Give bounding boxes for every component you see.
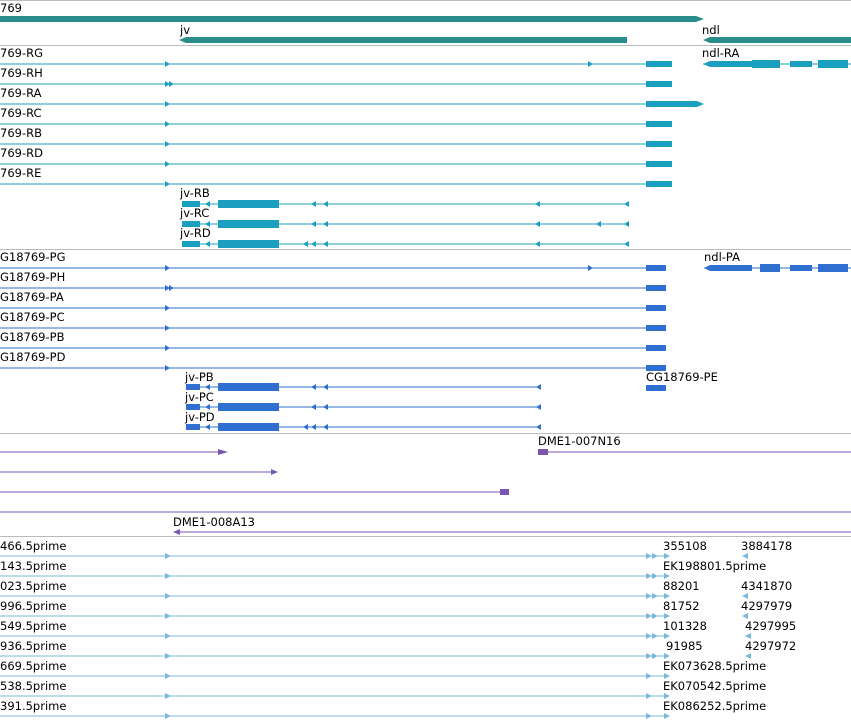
transcript-label: jv-RC: [179, 206, 209, 220]
est-label: EK198801.5prime: [663, 559, 766, 573]
gene-track: 769 jv ndl: [0, 1, 851, 43]
est-row[interactable]: 023.5prime 88201 4341870: [0, 579, 792, 599]
protein-label: G18769-PH: [0, 270, 65, 284]
est-label: 4297995: [745, 619, 796, 633]
clone-label: DME1-008A13: [173, 515, 255, 529]
est-label: EK086252.5prime: [663, 699, 766, 713]
est-row[interactable]: 669.5prime EK073628.5prime: [0, 659, 766, 679]
est-label: 4297979: [741, 599, 792, 613]
est-label: 4297972: [745, 639, 796, 653]
gene-label-769[interactable]: 769: [0, 1, 22, 15]
transcript-769-RE[interactable]: 769-RE: [0, 166, 672, 187]
protein-jv-PB[interactable]: jv-PB: [184, 370, 541, 391]
transcript-769-RG[interactable]: 769-RG: [0, 46, 672, 67]
clone-track: DME1-007N16 DME1-008A13: [0, 434, 851, 535]
gene-769-bar[interactable]: [0, 16, 696, 22]
transcript-track: 769-RG 769-RH 769-RA 769-RC 769-RB: [0, 46, 851, 248]
est-label: 101328: [663, 619, 707, 633]
est-row[interactable]: 143.5prime EK198801.5prime: [0, 559, 766, 579]
est-label: 391.5prime: [0, 699, 66, 713]
transcript-jv-RB[interactable]: jv-RB: [179, 186, 629, 208]
protein-CG18769-PE[interactable]: CG18769-PE: [646, 370, 718, 391]
est-label: 936.5prime: [0, 639, 66, 653]
protein-jv-PD[interactable]: jv-PD: [184, 410, 541, 431]
transcript-label: 769-RB: [0, 126, 42, 140]
est-label: 143.5prime: [0, 559, 66, 573]
est-row[interactable]: 391.5prime EK086252.5prime: [0, 699, 766, 719]
est-label: 81752: [663, 599, 700, 613]
est-label: 3884178: [741, 539, 792, 553]
est-label: 549.5prime: [0, 619, 66, 633]
transcript-jv-RD[interactable]: jv-RD: [179, 226, 629, 248]
gene-jv-bar[interactable]: [186, 37, 627, 43]
transcript-label: 769-RG: [0, 46, 43, 60]
transcript-label: 769-RD: [0, 146, 43, 160]
protein-G18769-PA[interactable]: G18769-PA: [0, 290, 666, 311]
transcript-ndl-RA[interactable]: ndl-RA: [702, 46, 851, 68]
protein-label: G18769-PA: [0, 290, 64, 304]
protein-track: G18769-PG G18769-PH G18769-PA G18769-PC …: [0, 250, 851, 431]
est-row[interactable]: 549.5prime 101328 4297995: [0, 619, 796, 639]
est-track: 466.5prime 355108 3884178 143.5prime EK1…: [0, 539, 796, 719]
est-label: 669.5prime: [0, 659, 66, 673]
transcript-label: jv-RB: [179, 186, 210, 200]
est-label: 88201: [663, 579, 700, 593]
transcript-769-RA[interactable]: 769-RA: [0, 86, 704, 107]
est-label: 4341870: [741, 579, 792, 593]
est-row[interactable]: 538.5prime EK070542.5prime: [0, 679, 766, 699]
protein-ndl-PA[interactable]: ndl-PA: [704, 250, 851, 272]
gene-769-arrowhead: [696, 16, 704, 22]
transcript-label: ndl-RA: [702, 46, 739, 60]
transcript-jv-RC[interactable]: jv-RC: [179, 206, 629, 228]
protein-G18769-PH[interactable]: G18769-PH: [0, 270, 666, 291]
protein-label: jv-PC: [184, 390, 214, 404]
est-label: 91985: [666, 639, 703, 653]
est-label: EK073628.5prime: [663, 659, 766, 673]
protein-G18769-PC[interactable]: G18769-PC: [0, 310, 666, 331]
transcript-769-RC[interactable]: 769-RC: [0, 106, 672, 127]
gene-ndl-bar[interactable]: [710, 37, 851, 43]
protein-G18769-PG[interactable]: G18769-PG: [0, 250, 666, 271]
protein-label: G18769-PC: [0, 310, 65, 324]
est-row[interactable]: 996.5prime 81752 4297979: [0, 599, 792, 619]
est-label: 023.5prime: [0, 579, 66, 593]
transcript-769-RD[interactable]: 769-RD: [0, 146, 672, 167]
est-row[interactable]: 936.5prime 91985 4297972: [0, 639, 796, 659]
transcript-label: 769-RA: [0, 86, 42, 100]
clone-DME1-007N16[interactable]: DME1-007N16: [538, 434, 851, 455]
est-row[interactable]: 466.5prime 355108 3884178: [0, 539, 792, 559]
gene-label-jv[interactable]: jv: [179, 23, 190, 37]
transcript-label: 769-RH: [0, 66, 43, 80]
protein-G18769-PB[interactable]: G18769-PB: [0, 330, 666, 351]
est-label: EK070542.5prime: [663, 679, 766, 693]
protein-label: G18769-PB: [0, 330, 65, 344]
track-dividers: [0, 0, 851, 537]
transcript-label: 769-RE: [0, 166, 41, 180]
gene-ndl-arrowhead: [703, 37, 710, 43]
est-label: 355108: [663, 539, 707, 553]
est-label: 996.5prime: [0, 599, 66, 613]
protein-label: ndl-PA: [704, 250, 740, 264]
clone-DME1-008A13[interactable]: DME1-008A13: [173, 515, 851, 535]
protein-jv-PC[interactable]: jv-PC: [184, 390, 541, 411]
gene-label-ndl[interactable]: ndl: [702, 23, 720, 37]
clone-label: DME1-007N16: [538, 434, 621, 448]
protein-label: G18769-PG: [0, 250, 66, 264]
protein-G18769-PD[interactable]: G18769-PD: [0, 350, 666, 371]
gene-jv-arrowhead: [179, 37, 186, 43]
protein-label: CG18769-PE: [646, 370, 718, 384]
protein-label: jv-PB: [184, 370, 214, 384]
protein-label: jv-PD: [184, 410, 215, 424]
clone-row[interactable]: [0, 489, 509, 495]
protein-label: G18769-PD: [0, 350, 66, 364]
transcript-769-RH[interactable]: 769-RH: [0, 66, 672, 87]
est-label: 538.5prime: [0, 679, 66, 693]
transcript-label: 769-RC: [0, 106, 42, 120]
est-label: 466.5prime: [0, 539, 66, 553]
clone-row[interactable]: [0, 449, 228, 455]
transcript-label: jv-RD: [179, 226, 211, 240]
clone-row[interactable]: [0, 469, 278, 475]
transcript-769-RB[interactable]: 769-RB: [0, 126, 672, 147]
